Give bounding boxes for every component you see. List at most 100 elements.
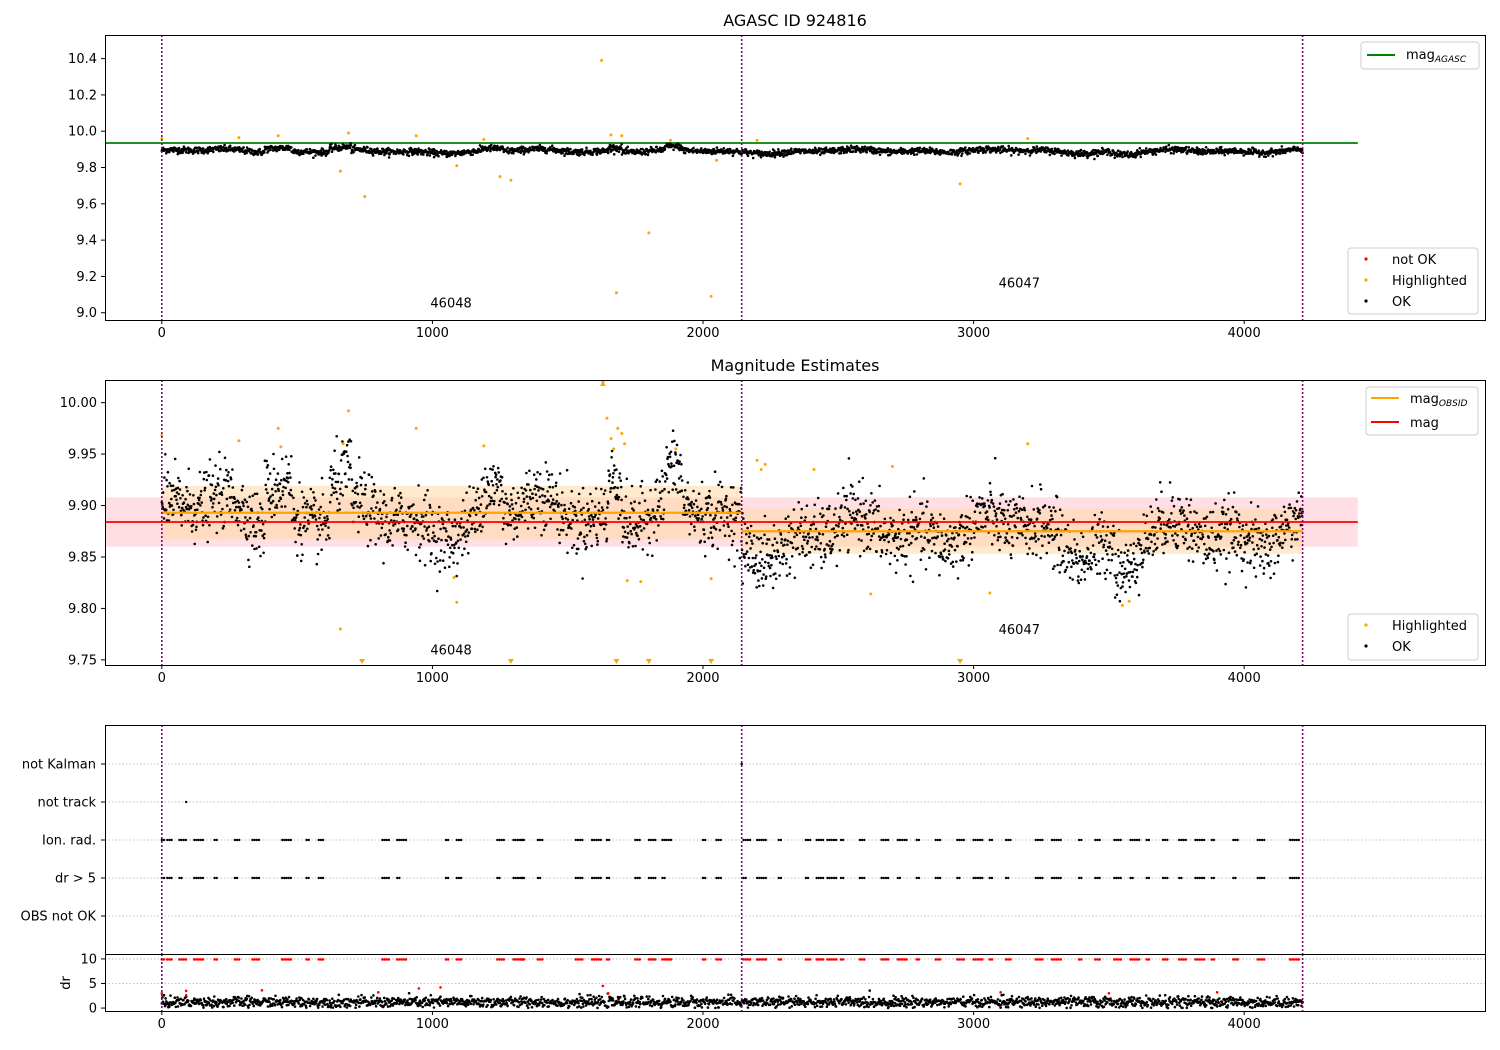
ok-point bbox=[1142, 558, 1145, 562]
plot-frame bbox=[105, 35, 1486, 321]
ok-point bbox=[803, 538, 806, 542]
ok-point bbox=[787, 515, 790, 518]
ok-point bbox=[680, 489, 684, 493]
ok-point bbox=[316, 538, 320, 541]
ok-point bbox=[1015, 506, 1019, 510]
ok-point bbox=[319, 149, 323, 152]
ok-point bbox=[715, 507, 718, 510]
ok-point bbox=[989, 493, 993, 497]
ok-point bbox=[364, 487, 367, 491]
ok-point bbox=[852, 492, 855, 496]
ok-point bbox=[743, 556, 746, 559]
ok-point bbox=[549, 517, 552, 521]
ok-point bbox=[1093, 553, 1096, 556]
ok-point bbox=[418, 559, 422, 563]
ok-point bbox=[548, 485, 551, 489]
ok-point bbox=[715, 146, 719, 149]
ok-point bbox=[1189, 150, 1193, 154]
ok-point bbox=[1125, 575, 1128, 578]
ok-point bbox=[335, 435, 339, 438]
ok-point bbox=[517, 150, 520, 153]
ok-point bbox=[1030, 484, 1034, 488]
ok-point bbox=[629, 522, 632, 526]
ok-point bbox=[460, 150, 464, 153]
ok-point bbox=[697, 492, 701, 496]
ok-point bbox=[622, 535, 625, 538]
ok-point bbox=[1149, 533, 1153, 536]
ok-point bbox=[240, 508, 243, 512]
ok-point bbox=[1105, 568, 1109, 572]
ok-point bbox=[747, 569, 750, 572]
ok-point bbox=[1201, 153, 1205, 156]
ok-point bbox=[833, 536, 837, 539]
ok-point bbox=[463, 547, 466, 550]
ok-point bbox=[1048, 535, 1052, 538]
ok-point bbox=[1117, 554, 1120, 558]
legend-ok-label: OK bbox=[1392, 295, 1411, 310]
ok-point bbox=[648, 541, 651, 545]
ok-point bbox=[243, 498, 247, 502]
ok-point bbox=[473, 527, 477, 531]
ok-point bbox=[709, 526, 713, 530]
ok-point bbox=[646, 508, 650, 512]
ok-point bbox=[576, 537, 580, 540]
ok-point bbox=[1016, 536, 1019, 540]
ok-point bbox=[660, 469, 664, 473]
ok-point bbox=[185, 151, 188, 154]
ok-point bbox=[901, 554, 904, 557]
ok-point bbox=[429, 559, 433, 563]
ok-point bbox=[557, 505, 560, 509]
ok-point bbox=[710, 536, 714, 539]
ok-point bbox=[606, 502, 610, 505]
ok-point bbox=[190, 504, 193, 508]
ok-point bbox=[1137, 593, 1141, 597]
ok-point bbox=[1037, 537, 1040, 541]
ok-point bbox=[637, 537, 641, 541]
ok-point bbox=[352, 151, 355, 154]
ok-point bbox=[1048, 518, 1052, 522]
ok-point bbox=[166, 470, 170, 474]
ok-point bbox=[448, 556, 452, 559]
ok-point bbox=[843, 506, 847, 509]
ok-point bbox=[1099, 535, 1103, 538]
ok-point bbox=[355, 481, 358, 485]
ok-point bbox=[943, 548, 947, 551]
ok-point bbox=[623, 530, 627, 534]
highlighted-point bbox=[755, 138, 759, 142]
ok-point bbox=[863, 145, 867, 148]
ok-point bbox=[398, 501, 401, 505]
ok-point bbox=[1104, 577, 1107, 581]
ok-point bbox=[453, 546, 456, 550]
ok-point bbox=[663, 487, 666, 491]
ok-point bbox=[824, 555, 827, 559]
ok-point bbox=[543, 146, 547, 150]
ok-point bbox=[922, 511, 925, 515]
ok-point bbox=[911, 580, 915, 584]
ok-point bbox=[1142, 513, 1145, 516]
ok-point bbox=[1058, 571, 1061, 574]
ok-point bbox=[431, 150, 435, 153]
ok-point bbox=[323, 516, 326, 519]
ok-point bbox=[374, 490, 377, 493]
ok-point bbox=[831, 548, 834, 551]
ok-point bbox=[1145, 514, 1149, 518]
ok-point bbox=[273, 513, 276, 517]
ok-point bbox=[266, 464, 270, 467]
ok-point bbox=[701, 515, 704, 518]
ok-point bbox=[879, 554, 883, 558]
ok-point bbox=[600, 506, 604, 509]
ok-point bbox=[551, 498, 555, 501]
ok-point bbox=[532, 149, 536, 152]
ok-point bbox=[333, 487, 337, 490]
ok-point bbox=[939, 513, 942, 516]
ok-point bbox=[348, 146, 352, 150]
ok-point bbox=[228, 508, 232, 511]
ok-point bbox=[248, 565, 251, 569]
ok-point bbox=[856, 523, 859, 527]
ok-point bbox=[754, 556, 757, 560]
ok-point bbox=[728, 534, 731, 538]
ok-point bbox=[212, 150, 215, 154]
ok-point bbox=[493, 499, 496, 503]
ok-point bbox=[628, 516, 632, 519]
ok-point bbox=[439, 549, 443, 552]
